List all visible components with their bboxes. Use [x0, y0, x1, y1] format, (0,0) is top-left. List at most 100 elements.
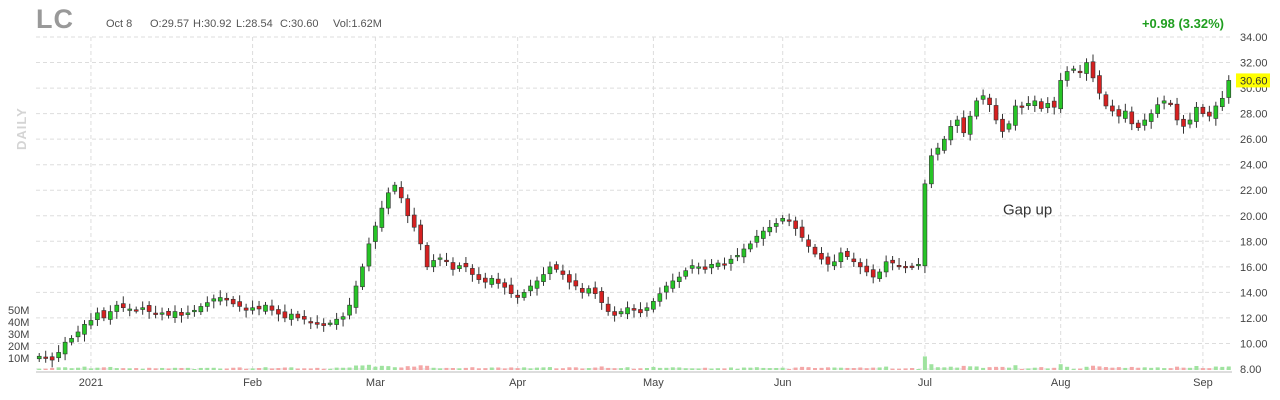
last-price-marker — [1236, 73, 1270, 88]
candle-body — [942, 138, 947, 151]
volume-bar — [858, 367, 863, 370]
candle-body — [890, 259, 895, 264]
candle-body — [179, 312, 184, 316]
candle-body — [748, 243, 753, 250]
price-tick-label: 20.00 — [1240, 211, 1268, 223]
candle-body — [127, 308, 133, 311]
volume-bar — [1187, 367, 1192, 370]
time-tick-label: Feb — [243, 377, 262, 389]
volume-bar — [1058, 364, 1063, 370]
volume-bar — [1078, 368, 1083, 370]
volume-bar — [780, 367, 785, 370]
candle-body — [618, 311, 624, 315]
candle-body — [812, 246, 818, 255]
candle-body — [845, 250, 850, 257]
candle-body — [573, 280, 579, 287]
candle-body — [237, 301, 242, 307]
volume-bar — [922, 356, 927, 370]
candle-body — [877, 271, 882, 279]
volume-bar — [761, 367, 766, 370]
candle-body — [1168, 102, 1173, 105]
volume-bar — [696, 368, 701, 370]
candle-body — [334, 318, 339, 325]
volume-bar — [845, 367, 850, 370]
candle-body — [1051, 100, 1057, 108]
volume-bar — [838, 367, 843, 370]
candle-body — [88, 320, 94, 326]
candle-body — [1116, 109, 1122, 117]
volume-bar — [405, 366, 410, 370]
volume-bar — [929, 364, 934, 370]
candle-body — [586, 288, 592, 294]
candle-body — [819, 253, 824, 260]
volume-bar — [483, 368, 488, 370]
candle-body — [1207, 111, 1212, 117]
candle-body — [1103, 94, 1109, 107]
candle-body — [961, 117, 967, 134]
volume-bar — [800, 366, 805, 370]
volume-bar — [470, 367, 475, 370]
candle-body — [476, 274, 482, 280]
volume-bar — [134, 368, 139, 370]
volume-bar — [547, 367, 552, 370]
candle-body — [767, 226, 773, 233]
volume-bar — [1110, 367, 1115, 370]
candle-body — [722, 263, 727, 266]
volume-bar — [373, 366, 378, 370]
candle-body — [631, 308, 637, 311]
candle-body — [289, 313, 294, 320]
high-value: H:30.92 — [193, 18, 232, 30]
volume-bar — [140, 368, 145, 370]
volume-bar — [56, 367, 61, 370]
candle-body — [108, 311, 113, 320]
volume-bar — [276, 368, 281, 370]
volume-bar — [1013, 365, 1018, 370]
volume-bar — [1226, 366, 1231, 370]
time-tick-label: May — [643, 377, 664, 389]
volume-value: Vol:1.62M — [333, 18, 382, 30]
volume-bar — [244, 368, 249, 370]
volume-bar — [884, 366, 889, 370]
candle-body — [929, 155, 934, 185]
candle-body — [560, 270, 566, 275]
volume-tick-label: 10M — [8, 353, 29, 365]
volume-bar — [638, 368, 643, 370]
candle-body — [1181, 118, 1186, 127]
volume-bar — [1000, 366, 1005, 370]
close-value: C:30.60 — [280, 18, 319, 30]
volume-bar — [269, 368, 274, 370]
candle-body — [502, 282, 508, 288]
candle-body — [256, 305, 262, 310]
candle-body — [308, 321, 314, 324]
volume-bar — [108, 366, 113, 370]
volume-bar — [392, 367, 397, 370]
volume-bar — [354, 365, 359, 370]
candle-body — [489, 278, 495, 285]
candle-body — [547, 266, 553, 275]
volume-bar — [716, 368, 721, 370]
time-tick-label: Sep — [1193, 377, 1213, 389]
volume-bar — [179, 367, 184, 370]
candle-body — [676, 276, 682, 282]
candle-body — [1013, 105, 1018, 126]
candle-body — [599, 291, 604, 303]
volume-bar — [1039, 367, 1044, 370]
volume-bar — [231, 367, 236, 370]
candle-body — [444, 259, 449, 263]
volume-bar — [535, 367, 540, 370]
volume-bar — [101, 367, 106, 370]
volume-bar — [237, 367, 242, 370]
candle-body — [470, 268, 475, 275]
volume-bar — [586, 368, 591, 370]
candle-body — [1032, 100, 1038, 106]
volume-bar — [127, 368, 132, 370]
volume-bar — [289, 367, 294, 370]
volume-bar — [593, 367, 598, 370]
candle-body — [916, 263, 921, 267]
candle-body — [696, 266, 701, 269]
volume-bar — [147, 367, 152, 370]
volume-bar — [1136, 367, 1141, 370]
volume-bar — [1207, 368, 1212, 370]
chart-header: LC Oct 8 O:29.57 H:30.92 L:28.54 C:30.60… — [0, 0, 1280, 36]
